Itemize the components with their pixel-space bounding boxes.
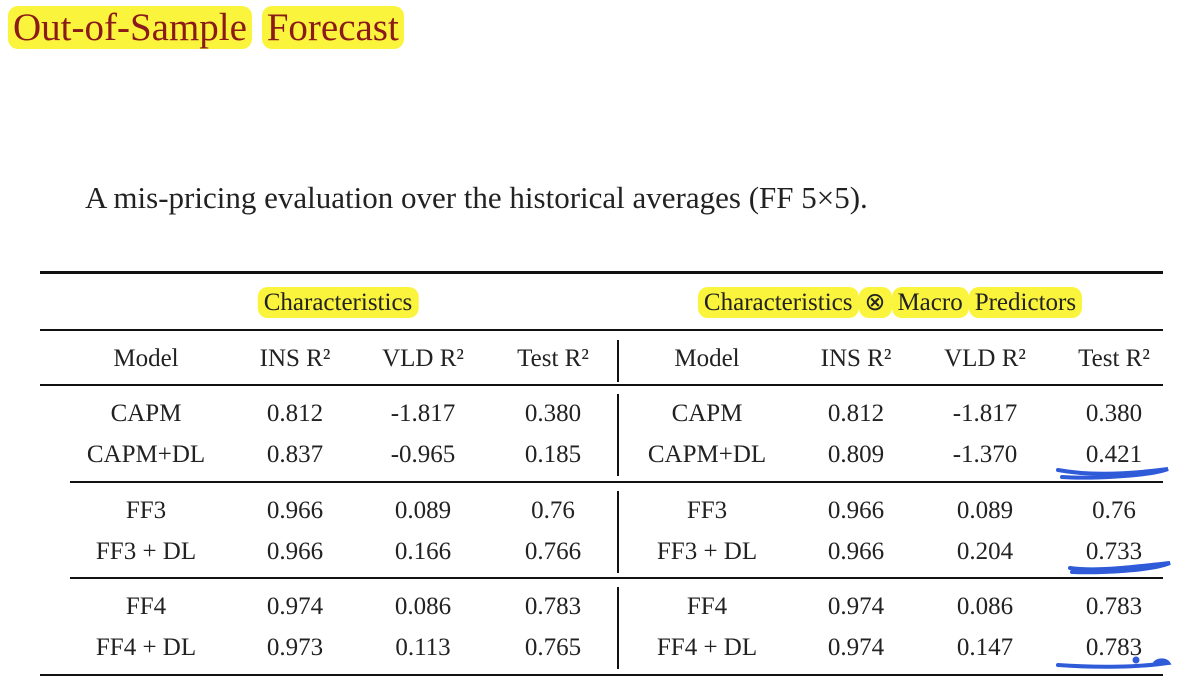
cell-row4-left-ins-r2: 0.966 bbox=[266, 538, 324, 565]
cell-row4-left-vld-r2: 0.166 bbox=[394, 538, 452, 565]
cell-row2-left-test-r2: 0.185 bbox=[524, 441, 582, 468]
cell-row4-left-model: FF3 + DL bbox=[95, 538, 197, 565]
header-left-model: Model bbox=[113, 345, 179, 372]
cell-row5-left-model: FF4 bbox=[125, 593, 167, 620]
cell-row5-left-ins-r2: 0.974 bbox=[266, 593, 324, 620]
column-divider-group-3 bbox=[617, 587, 619, 669]
slide-title: Out-of-Sample Forecast bbox=[8, 4, 404, 52]
header-right-model: Model bbox=[674, 345, 740, 372]
cell-row6-right-test-r2: 0.783 bbox=[1085, 634, 1143, 661]
cell-row6-left-model: FF4 + DL bbox=[95, 634, 197, 661]
cell-row6-right-vld-r2: 0.147 bbox=[956, 634, 1014, 661]
cell-row5-right-vld-r2: 0.086 bbox=[956, 593, 1014, 620]
slide-subtitle: A mis-pricing evaluation over the histor… bbox=[85, 180, 868, 215]
cell-row2-right-vld-r2: -1.370 bbox=[952, 441, 1018, 468]
cell-row2-left-ins-r2: 0.837 bbox=[266, 441, 324, 468]
header-bottom-rule bbox=[40, 384, 1163, 386]
cell-row3-right-vld-r2: 0.089 bbox=[956, 497, 1014, 524]
cell-row4-right-vld-r2: 0.204 bbox=[956, 538, 1014, 565]
cell-row6-left-vld-r2: 0.113 bbox=[395, 634, 451, 661]
group-label-characteristics-macro: Characteristics ⊗ Macro Predictors bbox=[697, 287, 1083, 318]
header-left-ins-r2: INS R² bbox=[259, 345, 331, 372]
underline-scribble-0783 bbox=[1056, 658, 1172, 669]
cell-row5-right-ins-r2: 0.974 bbox=[827, 593, 885, 620]
cell-row1-right-vld-r2: -1.817 bbox=[952, 400, 1018, 427]
cell-row3-left-ins-r2: 0.966 bbox=[266, 497, 324, 524]
header-right-ins-r2: INS R² bbox=[820, 345, 892, 372]
cell-row1-left-model: CAPM bbox=[110, 400, 182, 427]
cell-row5-right-test-r2: 0.783 bbox=[1085, 593, 1143, 620]
header-top-rule bbox=[40, 329, 1163, 331]
cell-row3-right-test-r2: 0.76 bbox=[1092, 497, 1136, 524]
header-left-vld-r2: VLD R² bbox=[382, 345, 464, 372]
cell-row5-right-model: FF4 bbox=[686, 593, 728, 620]
group-label-characteristics: Characteristics bbox=[257, 287, 419, 318]
table-top-rule bbox=[40, 271, 1163, 274]
cell-row2-right-model: CAPM+DL bbox=[647, 441, 767, 468]
cell-row2-left-model: CAPM+DL bbox=[86, 441, 206, 468]
cell-row1-left-ins-r2: 0.812 bbox=[266, 400, 324, 427]
table-bottom-rule bbox=[40, 674, 1163, 676]
cell-row2-right-ins-r2: 0.809 bbox=[827, 441, 885, 468]
group-word-macro: Macro bbox=[891, 287, 969, 318]
column-divider-group-1 bbox=[617, 394, 619, 476]
cell-row6-right-model: FF4 + DL bbox=[656, 634, 758, 661]
cell-row3-left-test-r2: 0.76 bbox=[531, 497, 575, 524]
cell-row4-right-test-r2: 0.733 bbox=[1085, 538, 1143, 565]
cell-row4-left-test-r2: 0.766 bbox=[524, 538, 582, 565]
cell-row5-left-test-r2: 0.783 bbox=[524, 593, 582, 620]
cell-row1-left-test-r2: 0.380 bbox=[524, 400, 582, 427]
cell-row2-left-vld-r2: -0.965 bbox=[390, 441, 456, 468]
group-word-characteristics: Characteristics bbox=[697, 287, 859, 318]
group-word-predictors: Predictors bbox=[968, 287, 1083, 318]
cell-row2-right-test-r2: 0.421 bbox=[1085, 441, 1143, 468]
cell-row1-right-test-r2: 0.380 bbox=[1085, 400, 1143, 427]
cell-row3-left-vld-r2: 0.089 bbox=[394, 497, 452, 524]
underline-scribble-0421 bbox=[1056, 467, 1169, 480]
header-right-test-r2: Test R² bbox=[1078, 345, 1150, 372]
group-rule-2 bbox=[70, 577, 1163, 579]
cell-row5-left-vld-r2: 0.086 bbox=[394, 593, 452, 620]
cell-row6-right-ins-r2: 0.974 bbox=[827, 634, 885, 661]
title-word-1: Out-of-Sample bbox=[8, 6, 252, 49]
column-divider-group-2 bbox=[617, 491, 619, 573]
cell-row4-right-ins-r2: 0.966 bbox=[827, 538, 885, 565]
cell-row3-right-model: FF3 bbox=[686, 497, 728, 524]
cell-row4-right-model: FF3 + DL bbox=[656, 538, 758, 565]
cell-row1-right-model: CAPM bbox=[671, 400, 743, 427]
title-word-2: Forecast bbox=[261, 6, 404, 49]
group-label-characteristics-text: Characteristics bbox=[257, 287, 419, 318]
cell-row1-left-vld-r2: -1.817 bbox=[390, 400, 456, 427]
ink-dot bbox=[1132, 656, 1140, 664]
cell-row3-right-ins-r2: 0.966 bbox=[827, 497, 885, 524]
header-left-test-r2: Test R² bbox=[517, 345, 589, 372]
group-rule-1 bbox=[70, 481, 1163, 483]
cell-row6-left-ins-r2: 0.973 bbox=[266, 634, 324, 661]
group-word-otimes: ⊗ bbox=[858, 287, 892, 318]
underline-scribble-0733 bbox=[1068, 561, 1171, 575]
cell-row6-left-test-r2: 0.765 bbox=[524, 634, 582, 661]
cell-row1-right-ins-r2: 0.812 bbox=[827, 400, 885, 427]
header-right-vld-r2: VLD R² bbox=[944, 345, 1026, 372]
cell-row3-left-model: FF3 bbox=[125, 497, 167, 524]
column-divider-header bbox=[617, 340, 619, 382]
